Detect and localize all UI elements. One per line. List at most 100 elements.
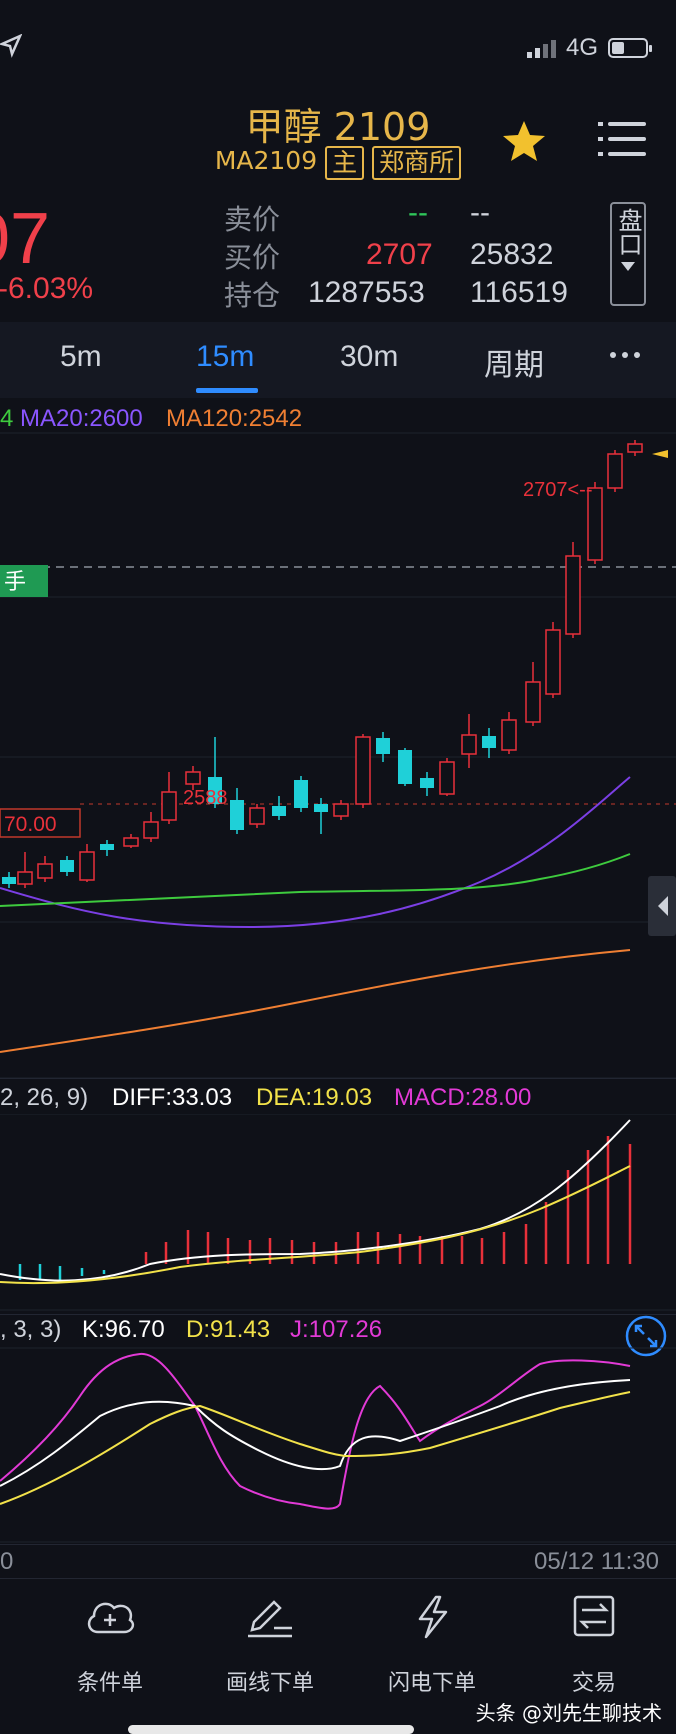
status-indicators: 4G (526, 34, 652, 62)
dea-line (0, 1165, 631, 1285)
tab-period[interactable]: 周期 (484, 349, 544, 382)
high-price-label: 2588 (183, 787, 228, 809)
candle (607, 453, 623, 489)
conditional-order-button[interactable]: 条件单 (50, 1591, 170, 1697)
kline-grid (0, 432, 676, 1079)
macd-separator (0, 1078, 676, 1079)
candle (37, 863, 53, 879)
open-interest: 1287553 (308, 276, 425, 309)
candle (2, 877, 16, 884)
draw-line-order-label: 画线下单 (225, 1671, 314, 1696)
candle (565, 555, 581, 635)
open-interest-label: 持仓 (224, 279, 281, 312)
watermark: 头条 @刘先生聊技术 (475, 1701, 662, 1725)
d-line (0, 1391, 631, 1505)
candle (79, 851, 95, 881)
candle (249, 807, 265, 825)
flash-order-button[interactable]: 闪电下单 (372, 1591, 492, 1697)
order-book-button[interactable]: 盘口 (610, 202, 646, 306)
contract-title[interactable]: 甲醇 2109 (245, 105, 431, 149)
last-price-marker-icon (652, 450, 668, 458)
more-icon[interactable] (610, 352, 640, 358)
macd-value: MACD:28.00 (394, 1084, 532, 1111)
macd-dea: DEA:19.03 (256, 1084, 373, 1111)
candle (161, 791, 177, 821)
candle (501, 719, 517, 751)
pen-line-icon (248, 1600, 292, 1638)
home-indicator[interactable] (128, 1725, 414, 1734)
candle (17, 871, 33, 885)
draw-line-order-button[interactable]: 画线下单 (210, 1591, 330, 1697)
macd-bars (18, 1136, 632, 1280)
network-type: 4G (565, 34, 598, 61)
flash-order-label: 闪电下单 (387, 1671, 476, 1696)
candle (420, 778, 434, 788)
macd-chart[interactable] (0, 1114, 676, 1314)
candle (482, 736, 496, 748)
time-axis-separator (0, 1544, 676, 1545)
tab-30m[interactable]: 30m (340, 340, 399, 373)
lightning-icon (418, 1595, 448, 1639)
candle (439, 761, 455, 795)
trade-label: 交易 (571, 1671, 616, 1696)
diff-line (0, 1119, 631, 1282)
chevron-down-icon (621, 262, 635, 271)
price-tag-label: 70.00 (4, 813, 57, 836)
position-tag[interactable] (0, 565, 48, 597)
j-line (0, 1352, 631, 1510)
ma120-line (0, 949, 631, 1053)
signal-icon (526, 38, 556, 58)
candle (545, 629, 561, 695)
open-interest-change: 116519 (470, 276, 568, 309)
candle (100, 844, 114, 850)
kdj-separator (0, 1314, 676, 1315)
candle (333, 803, 349, 817)
candle (398, 750, 412, 784)
candle (314, 804, 328, 812)
candle (376, 738, 390, 754)
kdj-params: , 3, 3) (0, 1316, 62, 1343)
ma20-legend: MA20:2600 (20, 405, 143, 432)
ma120-legend: MA120:2542 (166, 405, 303, 432)
contract-code: MA2109 (214, 146, 318, 175)
candle (60, 860, 74, 872)
buy-price: 2707 (366, 238, 433, 271)
last-price-label: 2707<-- (523, 479, 593, 501)
kline-chart[interactable]: 2588 2707<-- 70.00 手 (0, 432, 676, 1080)
candle (143, 821, 159, 839)
kdj-chart[interactable] (0, 1346, 676, 1546)
sell-volume: -- (470, 196, 490, 229)
conditional-order-label: 条件单 (76, 1671, 143, 1696)
candle (123, 837, 139, 847)
candle (587, 487, 603, 561)
kdj-j: J:107.26 (290, 1316, 383, 1343)
trade-button[interactable]: 交易 (534, 1591, 654, 1697)
period-tabs: 5m 15m 30m 周期 (0, 322, 676, 398)
candle (627, 443, 643, 453)
candles (2, 440, 643, 888)
k-line (0, 1379, 631, 1487)
candle (185, 771, 201, 785)
macd-diff: DIFF:33.03 (112, 1084, 233, 1111)
battery-icon (608, 38, 652, 58)
tab-15m[interactable]: 15m (196, 340, 255, 373)
buy-volume: 25832 (470, 238, 554, 271)
candle (208, 777, 222, 804)
active-tab-indicator (196, 388, 258, 393)
exchange-icon (573, 1595, 615, 1637)
main-contract-badge: 主 (325, 146, 365, 180)
star-icon[interactable] (500, 118, 548, 166)
bottom-toolbar: 条件单 画线下单 闪电下单 交易 (0, 1578, 676, 1696)
tab-5m[interactable]: 5m (60, 340, 102, 373)
candle (230, 800, 244, 830)
menu-icon[interactable] (598, 122, 646, 162)
ma-legend-first: 4 (0, 405, 14, 432)
kdj-d: D:91.43 (186, 1316, 271, 1343)
location-arrow-icon (0, 34, 22, 58)
macd-params: 2, 26, 9) (0, 1084, 89, 1111)
status-bar: 4G (0, 0, 676, 100)
candle (461, 734, 477, 755)
sell-label: 卖价 (224, 203, 281, 236)
expand-icon[interactable] (624, 1314, 668, 1358)
last-price: 07 (0, 199, 51, 279)
